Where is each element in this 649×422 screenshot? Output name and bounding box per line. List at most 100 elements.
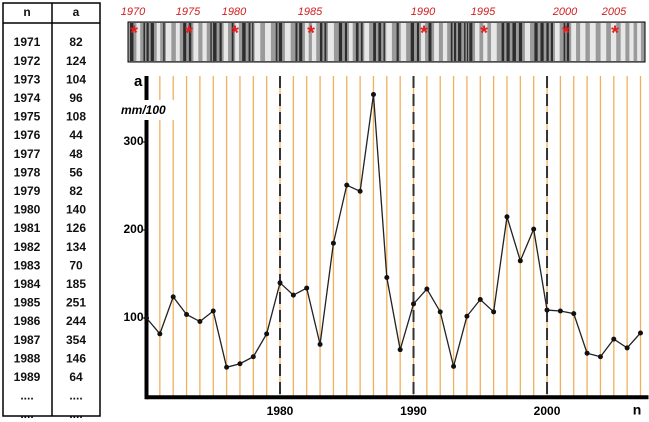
ring-stripe <box>248 23 251 61</box>
x-axis-label: n <box>633 402 642 418</box>
table-header: a <box>73 5 80 19</box>
ring-stripe <box>546 23 549 61</box>
data-point <box>144 315 149 321</box>
ring-stripe <box>421 23 426 61</box>
data-point <box>344 182 350 188</box>
ring-stripe <box>373 23 376 61</box>
table-cell: 64 <box>69 370 83 384</box>
table-cell: 82 <box>69 184 83 198</box>
ring-stripe <box>550 23 553 61</box>
ring-year-label: 1995 <box>471 6 496 18</box>
ring-stripe <box>235 23 239 61</box>
ring-stripe <box>450 23 453 61</box>
data-point <box>197 319 203 325</box>
ring-stripe <box>146 23 149 61</box>
table-cell: 1987 <box>14 333 41 347</box>
table-cell: 70 <box>69 258 83 272</box>
table-cell: 134 <box>66 240 86 254</box>
x-tick-label: 1980 <box>267 404 294 418</box>
ring-stripe <box>629 23 634 61</box>
ring-stripe <box>165 23 172 61</box>
ring-stripe <box>311 23 317 61</box>
data-point <box>157 331 163 337</box>
ring-stripe <box>566 23 570 61</box>
ring-stripe <box>620 23 626 61</box>
plot: 1980 1990 2000 100 200 300 a mm/100 n <box>118 73 649 420</box>
data-point <box>464 313 470 319</box>
data-point <box>571 311 577 317</box>
data-point <box>531 226 537 232</box>
table-cell: 1971 <box>14 35 41 49</box>
data-point <box>290 292 296 298</box>
data-point <box>237 361 243 367</box>
ring-stripe <box>428 23 432 61</box>
table-cell: 1977 <box>14 147 41 161</box>
ring-stripe <box>284 23 291 61</box>
ring-year-label: 1990 <box>411 6 436 18</box>
table-cell: .... <box>20 407 33 421</box>
table-cell: .... <box>69 389 82 403</box>
ring-marker: * <box>185 22 193 44</box>
ring-stripe <box>183 23 187 61</box>
ring-stripe <box>490 23 497 61</box>
ring-stripe <box>193 23 199 61</box>
ring-stripe <box>360 23 363 61</box>
ring-stripe <box>383 23 385 61</box>
ring-year-label: 1970 <box>121 6 146 18</box>
ring-stripe <box>364 23 370 61</box>
unit-box <box>118 100 182 120</box>
data-point <box>411 301 417 307</box>
table-cell: 1972 <box>14 54 41 68</box>
data-point <box>210 308 216 314</box>
table-cell: 1986 <box>14 314 41 328</box>
ring-stripe <box>299 23 303 61</box>
ring-stripe <box>396 23 399 61</box>
table-cell: 185 <box>66 277 86 291</box>
y-tick-label: 100 <box>123 310 143 324</box>
ring-stripe <box>319 23 323 61</box>
ring-marker: * <box>480 22 488 44</box>
table-cell: 1974 <box>14 91 41 105</box>
ring-stripe <box>458 23 462 61</box>
data-point <box>557 308 563 314</box>
ring-stripe <box>156 23 161 61</box>
data-point <box>544 307 550 313</box>
ring-marker: * <box>231 22 239 44</box>
ring-stripe <box>554 23 560 61</box>
ring-stripe <box>163 23 165 61</box>
ring-stripe <box>278 23 283 61</box>
y-axis-label: a <box>134 73 143 90</box>
table-cell: 1984 <box>14 277 41 291</box>
table-cell: 44 <box>69 128 83 142</box>
x-tick-label: 2000 <box>534 404 561 418</box>
ring-stripes <box>130 23 641 61</box>
table-cell: 82 <box>69 35 83 49</box>
table-cell: 251 <box>66 296 86 310</box>
ring-stripe <box>150 23 154 61</box>
ring-marker: * <box>307 22 315 44</box>
table-cell: 1975 <box>14 110 41 124</box>
data-point <box>357 188 363 194</box>
data-point <box>451 363 457 369</box>
data-point <box>370 91 376 97</box>
ring-stripe <box>327 23 334 61</box>
table-cell: 108 <box>66 110 86 124</box>
y-tick-label: 200 <box>123 222 143 236</box>
table-cell: 124 <box>66 54 86 68</box>
data-point <box>491 309 497 315</box>
ring-stripe <box>410 23 415 61</box>
data-point <box>264 331 270 337</box>
table-cell: 48 <box>69 147 83 161</box>
ring-stripe <box>210 23 212 61</box>
table-cell: 1978 <box>14 165 41 179</box>
ring-stripe <box>355 23 359 61</box>
ring-stripe <box>524 23 531 61</box>
ring-stripe <box>231 23 234 61</box>
ring-stripe <box>242 23 246 61</box>
ring-stripe <box>506 23 510 61</box>
data-point <box>584 350 590 356</box>
data-point <box>277 280 283 286</box>
data-line <box>146 94 641 369</box>
ring-stripe <box>338 23 343 61</box>
data-point <box>250 354 256 360</box>
